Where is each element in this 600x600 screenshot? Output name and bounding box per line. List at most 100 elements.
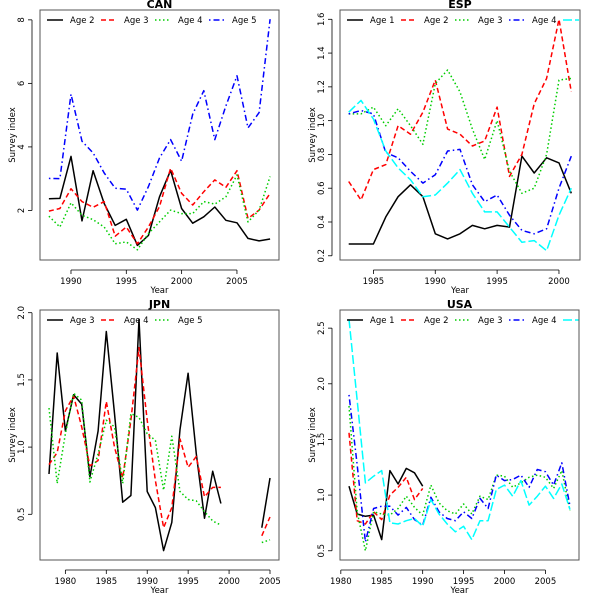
plot-frame (339, 9, 581, 261)
y-axis-label: Survey index (308, 407, 318, 463)
y-tick-label: 0.5 (317, 544, 327, 558)
series-line-age-3 (48, 167, 271, 245)
legend-label: Age 3 (478, 316, 503, 326)
legend-label: Age 4 (532, 16, 557, 26)
y-tick-label: 1.0 (317, 114, 327, 128)
legend-label: Age 1 (370, 16, 395, 26)
x-tick-label: 1990 (412, 577, 434, 587)
y-axis-label: Survey index (308, 107, 318, 163)
series-line-age-1 (348, 155, 572, 245)
legend-label: Age 3 (70, 316, 95, 326)
y-tick-label: 2.5 (317, 321, 327, 335)
y-tick-label: 1.0 (17, 440, 27, 454)
y-tick-label: 0.4 (317, 215, 327, 229)
y-tick-label: 8 (17, 17, 27, 22)
legend: Age 1 Age 2 Age 3 Age 4 (347, 316, 579, 326)
x-tick-label: 1990 (424, 277, 446, 287)
legend: Age 1 Age 2 Age 3 Age 4 (347, 16, 579, 26)
x-axis-label: Year (450, 586, 470, 596)
legend: Age 3 Age 4 Age 5 (47, 316, 203, 326)
series-line-age-5 (48, 392, 271, 544)
x-axis-label: Year (150, 586, 170, 596)
y-tick-label: 2.0 (317, 377, 327, 391)
x-tick-label: 2000 (218, 577, 240, 587)
panel-can: CAN 1990 1995 2000 2005 Year 2 4 6 8 Survey index A… (8, 0, 280, 296)
series-group (48, 318, 271, 552)
y-axis-label: Survey index (8, 407, 18, 463)
series-line-age-5 (48, 19, 271, 211)
series-group (348, 18, 573, 252)
series-line-age-4 (348, 394, 571, 543)
legend-label: Age 2 (424, 316, 449, 326)
x-tick-label: 1995 (453, 577, 475, 587)
panel-usa: USA 1980 1985 1990 1995 2000 2005 Year 0.5 1.0 1.5… (308, 298, 580, 596)
series-line-age-3 (348, 69, 572, 195)
x-tick-label: 1985 (371, 577, 393, 587)
panel-esp: ESP 1985 1990 1995 2000 Year 0.2 0.4 0.6 0.8 1.0 1.… (308, 0, 581, 296)
y-tick-label: 1.2 (317, 80, 327, 94)
x-axis-label: Year (450, 286, 470, 296)
plot-frame (39, 309, 280, 561)
series-line-age-2 (348, 18, 573, 201)
legend-label: Age 5 (232, 16, 257, 26)
legend-label: Age 4 (178, 16, 203, 26)
x-tick-label: 2005 (535, 577, 557, 587)
legend-label: Age 4 (532, 316, 557, 326)
legend-label: Age 3 (124, 16, 149, 26)
series-line-age-4 (48, 346, 271, 537)
x-tick-label: 1995 (486, 277, 508, 287)
series-line-age-4 (48, 174, 271, 251)
legend-label: Age 2 (424, 16, 449, 26)
y-tick-label: 2 (17, 208, 27, 213)
y-tick-label: 1.5 (317, 433, 327, 447)
plot-frame (39, 9, 280, 261)
legend-label: Age 1 (370, 316, 395, 326)
panel-jpn: JPN 1980 1985 1990 1995 2000 2005 Year 0.5 1.0 1.5… (8, 298, 281, 596)
x-tick-label: 2005 (226, 277, 248, 287)
x-tick-label: 1985 (363, 277, 385, 287)
y-axis-label: Survey index (8, 107, 18, 163)
x-tick-label: 2005 (259, 577, 281, 587)
y-tick-label: 4 (17, 144, 27, 149)
series-line-age-2 (348, 432, 424, 525)
y-tick-label: 0.5 (17, 508, 27, 522)
series-line-age-3 (348, 406, 571, 552)
x-tick-label: 1980 (55, 577, 77, 587)
x-tick-label: 1990 (60, 277, 82, 287)
series-line-age-4 (348, 109, 573, 235)
y-tick-label: 6 (17, 81, 27, 86)
panel-title: USA (447, 298, 473, 311)
series-line-age-2 (48, 155, 271, 247)
x-tick-label: 2000 (171, 277, 193, 287)
legend: Age 2 Age 3 Age 4 Age 5 (47, 16, 257, 26)
y-tick-label: 0.8 (317, 148, 327, 162)
x-tick-label: 1985 (95, 577, 117, 587)
panel-title: ESP (448, 0, 472, 11)
y-tick-label: 1.0 (317, 488, 327, 502)
panel-title: CAN (147, 0, 173, 11)
y-tick-label: 0.6 (317, 181, 327, 195)
series-group (48, 19, 271, 251)
x-tick-label: 1980 (330, 577, 352, 587)
legend-label: Age 5 (178, 316, 203, 326)
x-tick-label: 2000 (494, 577, 516, 587)
legend-label: Age 3 (478, 16, 503, 26)
y-tick-label: 1.6 (317, 13, 327, 27)
plot-frame (339, 309, 580, 561)
x-tick-label: 1995 (177, 577, 199, 587)
series-group (348, 319, 571, 552)
legend-label: Age 2 (70, 16, 95, 26)
panel-title: JPN (148, 298, 170, 311)
y-tick-label: 1.4 (317, 46, 327, 60)
x-tick-label: 1990 (136, 577, 158, 587)
x-tick-label: 1995 (115, 277, 137, 287)
series-line-unnamed (348, 99, 572, 252)
y-tick-label: 1.5 (17, 373, 27, 387)
x-tick-label: 2000 (548, 277, 570, 287)
y-tick-label: 2.0 (17, 306, 27, 320)
legend-label: Age 4 (124, 316, 149, 326)
series-line-age-3 (48, 318, 271, 552)
series-line-unnamed (348, 319, 571, 541)
y-tick-label: 0.2 (317, 249, 327, 263)
